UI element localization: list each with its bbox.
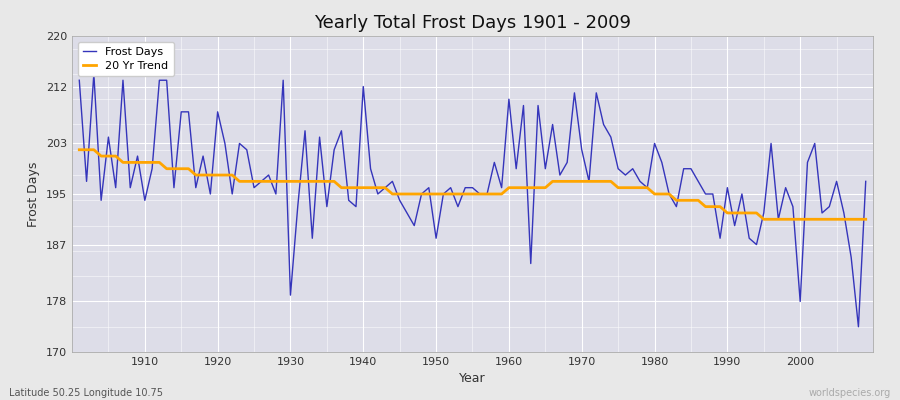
Text: Latitude 50.25 Longitude 10.75: Latitude 50.25 Longitude 10.75 [9,388,163,398]
20 Yr Trend [132,160,143,165]
Line: Frost Days: Frost Days [79,74,866,327]
Frost Days [511,166,522,171]
Frost Days [140,198,150,203]
Frost Days [300,128,310,133]
Title: Yearly Total Frost Days 1901 - 2009: Yearly Total Frost Days 1901 - 2009 [314,14,631,32]
Frost Days [860,179,871,184]
20 Yr Trend [292,179,303,184]
20 Yr Trend [860,217,871,222]
X-axis label: Year: Year [459,372,486,386]
Frost Days [74,78,85,83]
Frost Days [343,198,354,203]
Frost Days [503,97,514,102]
20 Yr Trend [74,147,85,152]
Frost Days [598,122,609,127]
Y-axis label: Frost Days: Frost Days [27,161,40,227]
20 Yr Trend [591,179,602,184]
Frost Days [853,324,864,329]
20 Yr Trend [336,185,346,190]
20 Yr Trend [496,192,507,196]
Legend: Frost Days, 20 Yr Trend: Frost Days, 20 Yr Trend [77,42,174,76]
20 Yr Trend [503,185,514,190]
Frost Days [88,72,99,76]
Text: worldspecies.org: worldspecies.org [809,388,891,398]
Line: 20 Yr Trend: 20 Yr Trend [79,150,866,219]
20 Yr Trend [759,217,769,222]
